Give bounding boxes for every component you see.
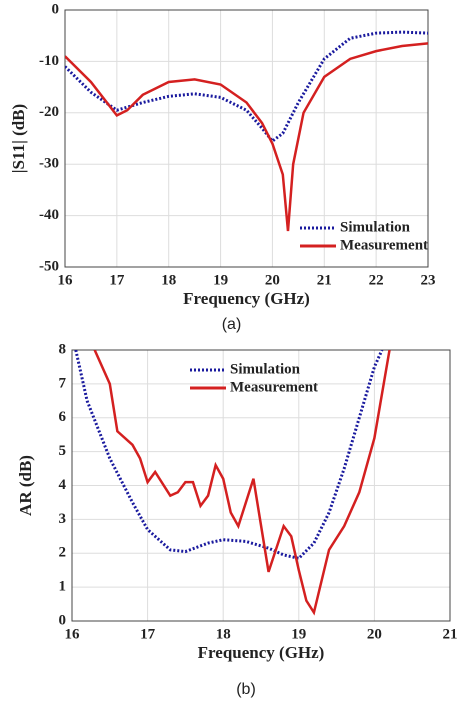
legend-label: Simulation — [340, 219, 411, 235]
x-tick-label: 22 — [369, 272, 384, 288]
plot-area — [74, 350, 391, 616]
caption: (a) — [222, 316, 242, 333]
x-tick-label: 21 — [317, 272, 332, 288]
x-tick-label: 21 — [443, 626, 457, 642]
y-tick-label: -50 — [39, 258, 59, 274]
x-tick-label: 23 — [421, 272, 436, 288]
x-tick-label: 16 — [65, 626, 81, 642]
data-line — [93, 350, 391, 616]
y-tick-label: 1 — [59, 579, 67, 595]
x-tick-label: 20 — [367, 626, 382, 642]
legend-label: Measurement — [230, 379, 318, 395]
y-tick-label: 7 — [59, 375, 67, 391]
y-tick-label: -30 — [39, 156, 59, 172]
legend-label: Measurement — [340, 237, 428, 253]
y-tick-label: -10 — [39, 53, 59, 69]
x-axis-label: Frequency (GHz) — [198, 643, 325, 662]
data-line — [74, 350, 384, 560]
y-tick-label: 6 — [59, 409, 67, 425]
x-tick-label: 17 — [140, 626, 156, 642]
plot-frame — [71, 349, 451, 622]
caption: (b) — [236, 681, 256, 698]
y-axis-label: AR (dB) — [16, 455, 35, 516]
y-tick-label: 8 — [59, 341, 67, 357]
x-tick-label: 18 — [216, 626, 231, 642]
x-axis-label: Frequency (GHz) — [183, 289, 310, 308]
x-tick-label: 18 — [161, 272, 176, 288]
data-line — [65, 30, 428, 144]
y-axis-label: |S11| (dB) — [9, 104, 28, 173]
plot-area — [65, 30, 428, 232]
x-tick-label: 19 — [213, 272, 228, 288]
x-tick-label: 20 — [265, 272, 280, 288]
y-tick-label: 2 — [59, 545, 67, 561]
y-tick-label: 0 — [52, 1, 60, 17]
y-tick-label: 3 — [59, 511, 67, 527]
x-tick-label: 19 — [291, 626, 306, 642]
plot-frame — [64, 9, 429, 268]
legend-label: Simulation — [230, 361, 301, 377]
y-tick-label: -40 — [39, 207, 59, 223]
data-line — [65, 42, 428, 232]
y-tick-label: 0 — [59, 612, 67, 628]
y-tick-label: -20 — [39, 104, 59, 120]
y-tick-label: 5 — [59, 443, 67, 459]
x-tick-label: 17 — [109, 272, 125, 288]
y-tick-label: 4 — [59, 477, 67, 493]
x-tick-label: 16 — [58, 272, 74, 288]
